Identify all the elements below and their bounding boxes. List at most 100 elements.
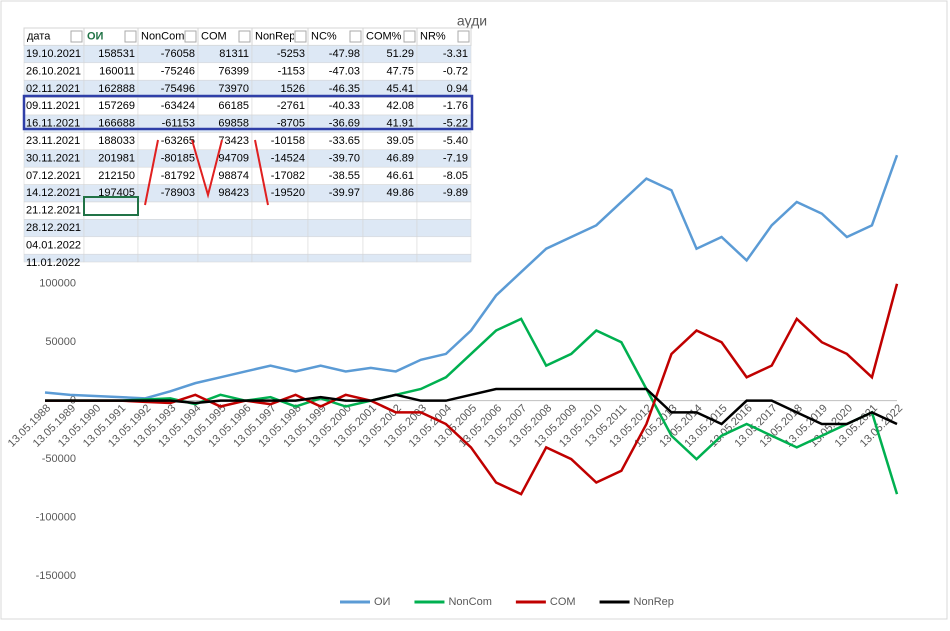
- y-tick-label: 100000: [39, 278, 76, 290]
- cell-text: -47.98: [329, 48, 360, 60]
- cell-text: -5253: [277, 48, 305, 60]
- cell-text: -46.35: [329, 83, 360, 95]
- cell-text: 45.41: [386, 83, 414, 95]
- cell-text: 162888: [98, 83, 135, 95]
- cell-text: -3.31: [443, 48, 468, 60]
- cell-text: 98423: [218, 187, 249, 199]
- cell-bg: [137, 253, 199, 263]
- filter-button[interactable]: [349, 30, 362, 43]
- filter-button[interactable]: [403, 30, 416, 43]
- cell-text: 46.89: [386, 152, 414, 164]
- y-tick-label: -50000: [42, 453, 76, 465]
- cell-text: -75246: [161, 65, 195, 77]
- cell-text: 201981: [98, 152, 135, 164]
- cell-text: 166688: [98, 118, 135, 130]
- cell-text: -14524: [271, 152, 305, 164]
- cell-text: 76399: [218, 65, 249, 77]
- cell-text: -5.40: [443, 135, 468, 147]
- legend-label: COM: [550, 596, 576, 608]
- cell-text: -39.97: [329, 187, 360, 199]
- highlight-box: [22, 94, 474, 131]
- cell-text: -63265: [161, 135, 195, 147]
- cell-text: 02.11.2021: [26, 83, 80, 95]
- cell-text: 81311: [219, 48, 249, 60]
- cell-bg: [251, 219, 309, 238]
- cell-bg: [307, 201, 364, 220]
- cell-text: -39.70: [329, 152, 360, 164]
- cell-text: -8705: [277, 118, 305, 130]
- cell-text: 73423: [218, 135, 249, 147]
- cell-text: -5.22: [443, 118, 468, 130]
- cell-text: 73970: [218, 83, 249, 95]
- legend-label: ОИ: [374, 596, 390, 608]
- cell-text: 51.29: [386, 48, 414, 60]
- cell-text: 30.11.2021: [26, 152, 80, 164]
- cell-bg: [362, 219, 418, 238]
- cell-text: 23.11.2021: [26, 135, 80, 147]
- cell-bg: [197, 219, 253, 238]
- cell-text: 14.12.2021: [26, 187, 81, 199]
- cell-text: -10158: [271, 135, 305, 147]
- cell-text: 46.61: [386, 170, 414, 182]
- cell-text: 157269: [98, 100, 135, 112]
- cell-bg: [416, 219, 472, 238]
- cell-bg: [137, 219, 199, 238]
- cell-text: 11.01.2022: [26, 257, 80, 269]
- cell-text: -8.05: [443, 170, 468, 182]
- filter-button[interactable]: [124, 30, 137, 43]
- cell-text: 26.10.2021: [26, 65, 81, 77]
- filter-button[interactable]: [457, 30, 470, 43]
- cell-text: 04.01.2022: [26, 239, 81, 251]
- cell-bg: [416, 236, 472, 255]
- cell-bg: [362, 253, 418, 263]
- cell-text: 16.11.2021: [26, 118, 80, 130]
- cell-bg: [416, 201, 472, 220]
- cell-text: 66185: [218, 100, 249, 112]
- y-tick-label: -150000: [36, 570, 76, 582]
- cell-text: 94709: [218, 152, 249, 164]
- filter-button[interactable]: [238, 30, 251, 43]
- cell-text: -9.89: [443, 187, 468, 199]
- cell-text: 09.11.2021: [26, 100, 80, 112]
- filter-button[interactable]: [294, 30, 307, 43]
- series-line: [45, 387, 898, 426]
- cell-text: -40.33: [329, 100, 360, 112]
- y-tick-label: 50000: [45, 336, 76, 348]
- cell-text: -2761: [277, 100, 305, 112]
- cell-text: 21.12.2021: [26, 205, 81, 217]
- cell-bg: [197, 253, 253, 263]
- cell-text: 42.08: [386, 100, 414, 112]
- cell-text: -75496: [161, 83, 195, 95]
- cell-text: -78903: [161, 187, 195, 199]
- cell-text: -19520: [271, 187, 305, 199]
- header-text: NonCom: [141, 31, 184, 43]
- header-text: NR%: [420, 31, 446, 43]
- header-text: дата: [27, 31, 51, 43]
- cell-text: 212150: [98, 170, 135, 182]
- cell-text: -47.03: [329, 65, 360, 77]
- cell-bg: [251, 253, 309, 263]
- cell-bg: [251, 236, 309, 255]
- cell-text: -63424: [161, 100, 195, 112]
- cell-text: -81792: [161, 170, 195, 182]
- cell-bg: [307, 219, 364, 238]
- filter-button[interactable]: [184, 30, 197, 43]
- legend-label: NonCom: [448, 596, 491, 608]
- cell-text: 47.75: [386, 65, 414, 77]
- cell-text: 0.94: [447, 83, 468, 95]
- cell-bg: [307, 253, 364, 263]
- cell-text: 188033: [98, 135, 135, 147]
- cell-text: 07.12.2021: [26, 170, 81, 182]
- cell-text: -17082: [271, 170, 305, 182]
- filter-button[interactable]: [70, 30, 83, 43]
- cell-bg: [137, 236, 199, 255]
- cell-bg: [83, 253, 139, 263]
- cell-text: 28.12.2021: [26, 222, 81, 234]
- legend-label: NonRep: [634, 596, 674, 608]
- cell-text: 69858: [218, 118, 249, 130]
- annotation-strokes: [144, 139, 269, 206]
- cell-bg: [83, 219, 139, 238]
- cell-text: 158531: [98, 48, 135, 60]
- cell-text: 160011: [99, 65, 135, 77]
- cell-text: -1.76: [443, 100, 468, 112]
